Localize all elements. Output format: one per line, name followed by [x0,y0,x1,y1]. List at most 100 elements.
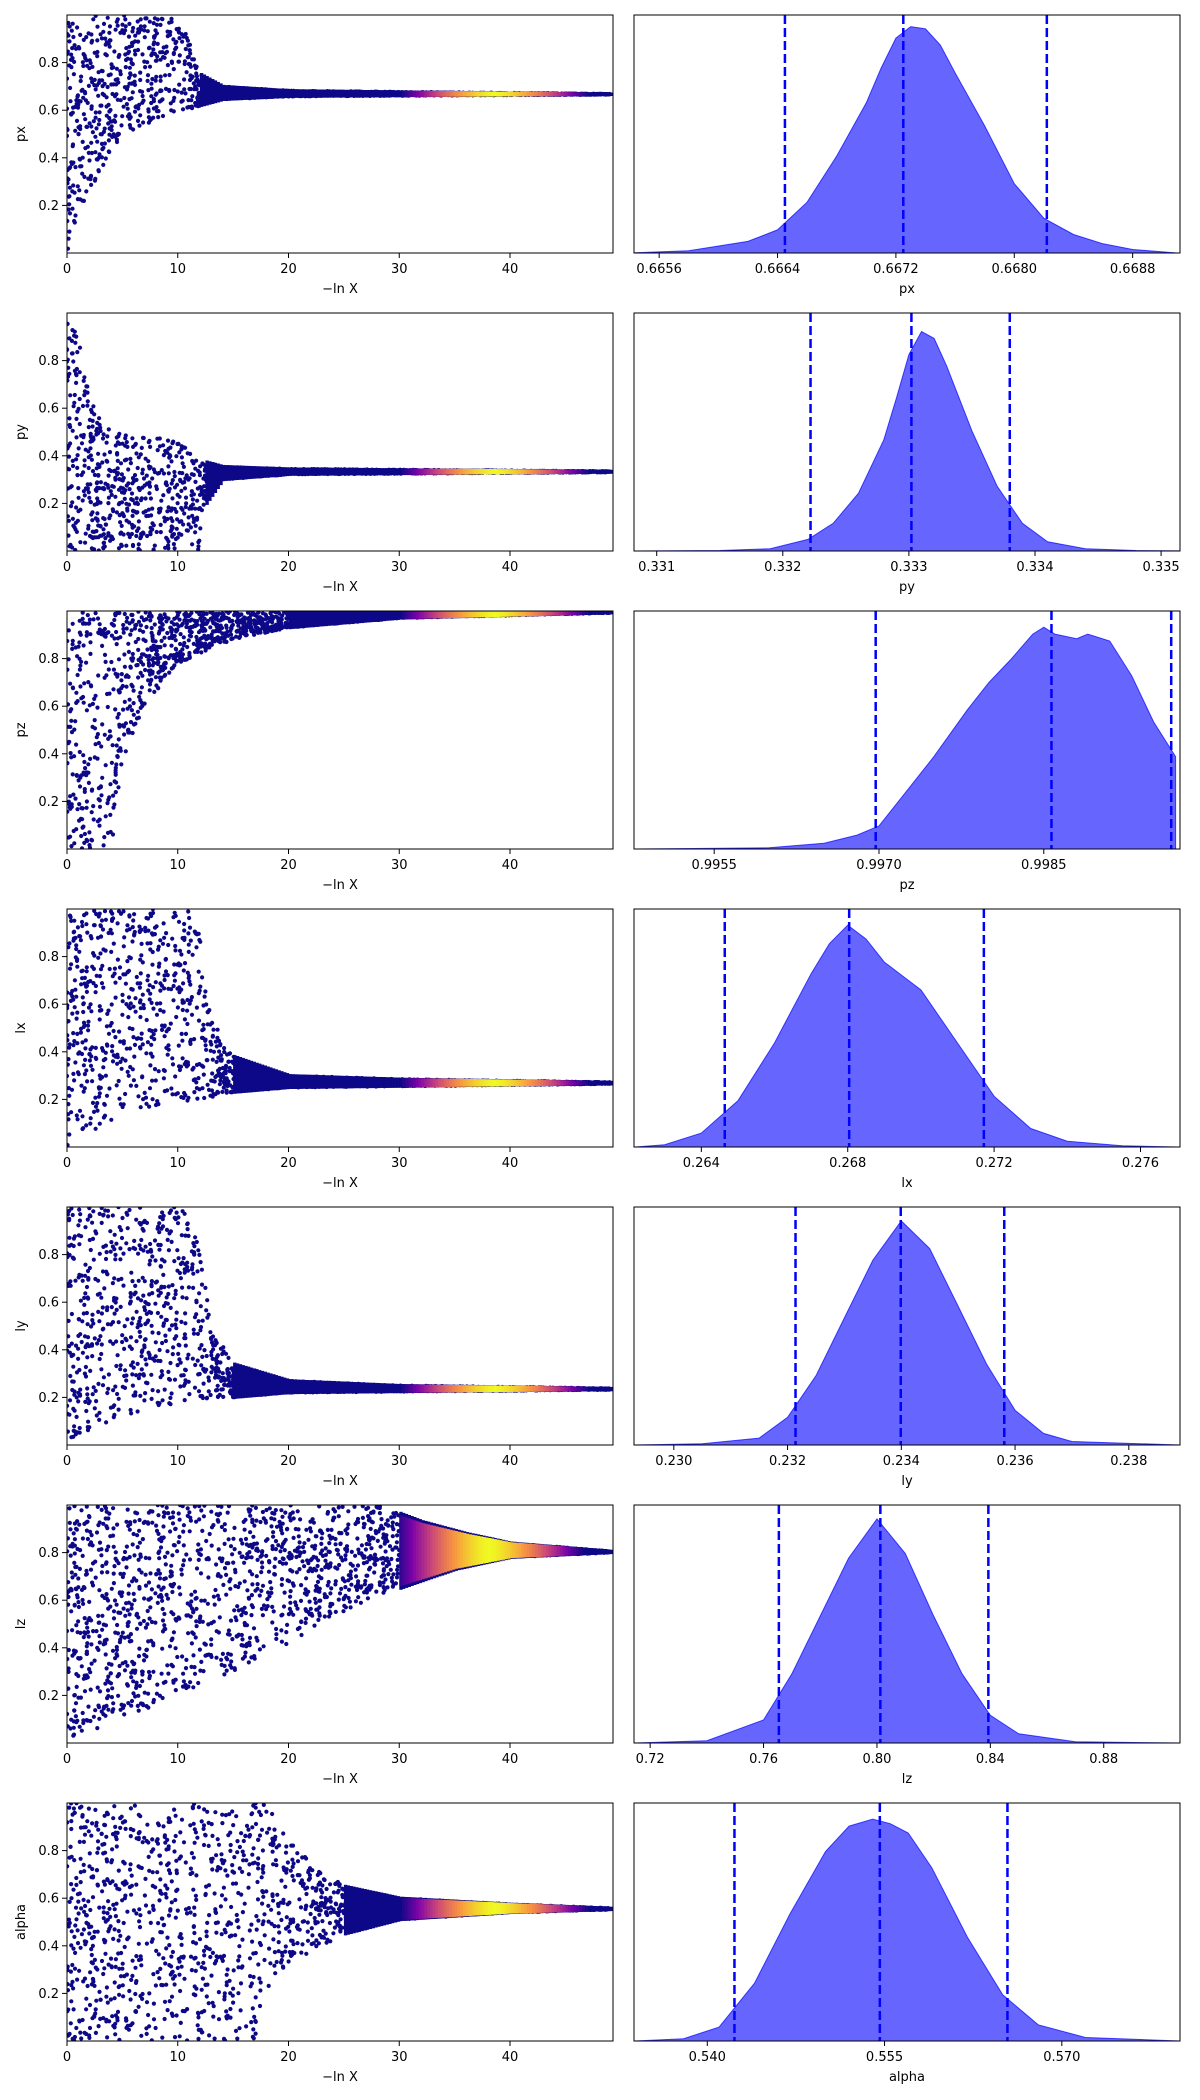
weight-colored-segment [465,91,470,97]
trace-sample-cloud [67,321,613,551]
sample-point [136,526,141,531]
converged-band-segment [227,465,231,481]
converged-band-segment [305,89,309,98]
sample-point [125,106,130,111]
sample-point [153,58,158,63]
sample-point [171,37,176,42]
sample-point [94,126,99,131]
weight-colored-segment [559,469,564,474]
sample-point [159,468,164,473]
converged-band-segment [291,467,295,476]
weight-colored-segment [523,91,528,97]
sample-point [99,103,104,108]
sample-point [95,517,100,522]
sample-point [121,514,126,519]
weight-colored-segment [462,468,467,475]
sample-point [100,436,106,441]
sample-point [70,428,75,433]
converged-band-segment [294,467,298,476]
converged-band-segment [349,89,353,98]
sample-point [108,72,113,77]
weight-colored-segment [543,469,547,475]
sample-point [93,176,98,181]
converged-band-segment [360,89,364,98]
sample-point [140,467,145,472]
y-axis-label: py [14,424,29,440]
sample-point [113,443,118,448]
weight-colored-segment [584,92,589,97]
sample-point [67,207,71,212]
converged-band-segment [324,89,328,98]
sample-point [93,87,98,92]
sample-point [67,347,70,352]
sample-point [74,529,79,535]
x-tick-label: 0.334 [1016,560,1053,575]
sample-point [168,101,173,106]
sample-point [218,623,223,628]
sample-point [67,246,71,251]
weight-colored-segment [474,91,478,97]
converged-band-segment [258,87,262,100]
sample-point [69,28,74,33]
weight-colored-segment [532,91,536,97]
sample-point [166,616,171,621]
sample-point [95,496,100,501]
weight-colored-segment [510,91,514,97]
sample-point [177,450,182,455]
sample-point [135,465,140,471]
sample-point [170,506,175,511]
sample-point [134,533,139,539]
sample-point [147,466,152,471]
weight-colored-segment [482,91,486,97]
converged-band-segment [266,87,270,99]
weight-colored-segment [457,91,461,97]
sample-point [182,511,187,516]
sample-point [186,522,191,527]
sample-point [127,534,132,540]
weight-colored-segment [421,90,425,97]
sample-point [91,119,96,124]
sample-point [151,115,156,120]
sample-point [101,540,106,546]
converged-band-segment [355,467,359,476]
sample-point [125,444,130,449]
converged-band-segment [305,467,309,476]
sample-point [102,141,107,146]
sample-point [77,156,82,161]
sample-point [106,501,111,506]
sample-point [171,50,176,56]
weight-colored-segment [443,468,447,475]
sample-point [180,98,185,103]
converged-band-segment [310,89,315,98]
sample-point [113,27,118,32]
weight-colored-segment [573,92,578,97]
sample-point [175,89,180,94]
sample-point [97,823,102,828]
sample-point [88,482,93,487]
sample-point [155,436,160,441]
weight-colored-segment [543,91,547,97]
weight-colored-segment [537,91,542,97]
converged-band-segment [224,85,229,101]
weight-colored-segment [438,468,442,475]
sample-point [70,500,75,505]
sample-point [69,718,74,723]
sample-point [121,532,126,537]
sample-point [167,72,172,78]
sample-point [111,805,116,810]
sample-point [129,96,134,101]
sample-point [139,445,144,450]
sample-point [114,66,119,71]
sample-point [103,481,108,486]
sample-point [123,52,128,57]
sample-point [68,57,74,63]
sample-point [120,486,126,491]
trace-axes-frame [66,312,614,552]
sample-point [109,119,114,124]
sample-point [166,446,171,451]
sample-point [208,625,213,630]
sample-point [171,109,176,114]
weight-colored-segment [510,469,514,475]
weight-colored-segment [471,91,475,97]
